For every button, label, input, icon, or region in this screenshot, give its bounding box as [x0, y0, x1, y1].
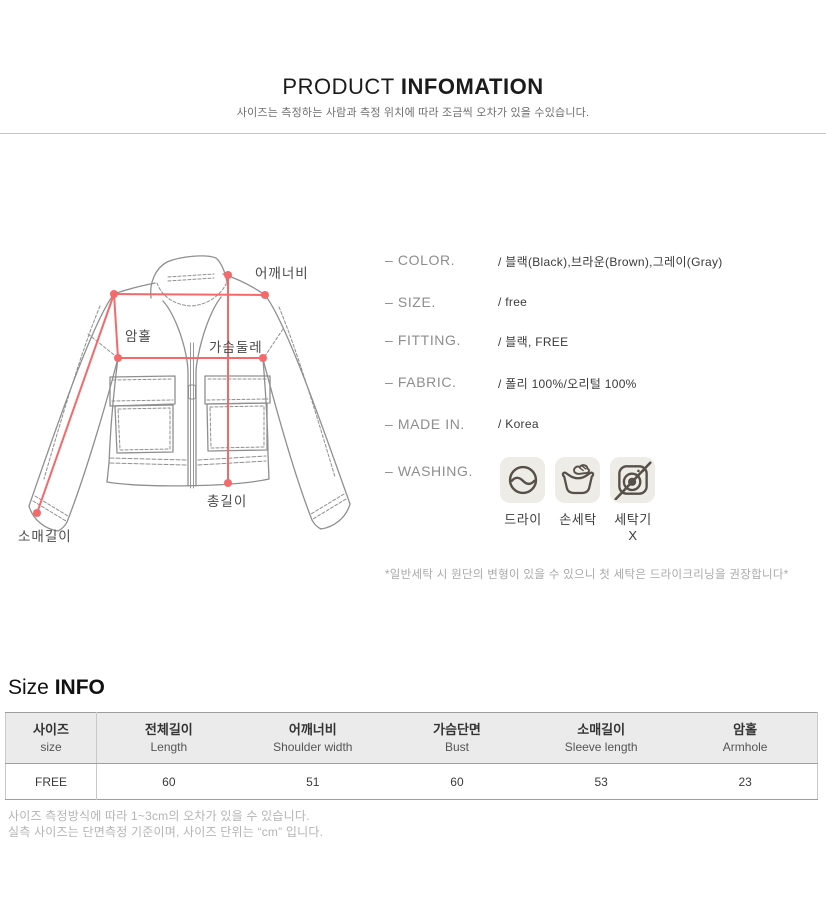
- hand-wash-icon: [555, 457, 600, 503]
- detail-value: / 폴리 100%/오리털 100%: [498, 377, 637, 391]
- label-shoulder-width: 어깨너비: [255, 266, 309, 281]
- detail-label: – FITTING.: [385, 332, 461, 348]
- size-footnotes: 사이즈 측정방식에 따라 1~3cm의 오차가 있을 수 있습니다. 실측 사이…: [8, 809, 323, 840]
- size-footnote-line1: 사이즈 측정방식에 따라 1~3cm의 오차가 있을 수 있습니다.: [8, 809, 310, 823]
- size-heading-bold: INFO: [54, 676, 105, 699]
- size-table-container: 사이즈 size 전체길이 Length 어깨너비 Shoulder width…: [5, 712, 818, 800]
- label-total-length: 총길이: [207, 494, 247, 509]
- detail-label: – COLOR.: [385, 252, 456, 268]
- page-subtitle: 사이즈는 측정하는 사람과 측정 위치에 따라 조금씩 오차가 있을 수있습니다…: [236, 107, 590, 119]
- washing-note: *일반세탁 시 원단의 변형이 있을 수 있으니 첫 세탁은 드라이크리닝을 권…: [385, 569, 789, 581]
- detail-row-size: – SIZE. / free: [385, 294, 826, 312]
- cell-length: 60: [95, 763, 241, 800]
- detail-row-made-in: – MADE IN. / Korea: [385, 416, 826, 434]
- detail-row-color: – COLOR. / 블랙(Black),브라운(Brown),그레이(Gray): [385, 252, 826, 270]
- header-divider: [0, 133, 826, 134]
- cell-sleeve-length: 53: [529, 763, 674, 800]
- detail-row-washing: – WASHING.: [385, 463, 826, 481]
- washing-icons: 드라이 손세탁: [500, 457, 656, 543]
- size-info-heading: Size INFO: [8, 676, 105, 700]
- detail-value: / 블랙, FREE: [498, 335, 569, 349]
- washing-icon-no-machine: 세탁기X: [610, 457, 656, 543]
- col-size: 사이즈 size: [5, 712, 97, 764]
- measurement-lines: [33, 271, 269, 517]
- detail-label: – SIZE.: [385, 294, 436, 310]
- size-table-data-row: FREE 60 51 60 53 23: [5, 763, 818, 800]
- cell-armhole: 23: [673, 763, 818, 800]
- cell-shoulder-width: 51: [240, 763, 385, 800]
- washing-icon-dry: 드라이: [500, 457, 546, 543]
- detail-value: / free: [498, 295, 528, 309]
- label-armhole: 암홀: [125, 329, 152, 344]
- detail-value: / Korea: [498, 417, 539, 431]
- cell-size: FREE: [5, 763, 97, 800]
- product-details: – COLOR. / 블랙(Black),브라운(Brown),그레이(Gray)…: [385, 245, 826, 645]
- washing-icon-caption: 드라이: [504, 512, 542, 527]
- detail-row-fitting: – FITTING. / 블랙, FREE: [385, 332, 826, 350]
- detail-value: / 블랙(Black),브라운(Brown),그레이(Gray): [498, 255, 723, 269]
- size-table: 사이즈 size 전체길이 Length 어깨너비 Shoulder width…: [5, 712, 818, 800]
- size-table-header-row: 사이즈 size 전체길이 Length 어깨너비 Shoulder width…: [5, 712, 818, 764]
- col-length: 전체길이 Length: [95, 712, 241, 764]
- col-armhole: 암홀 Armhole: [673, 712, 818, 764]
- jacket-line-art: 어깨너비 암홀 가슴둘레 총길이 소매길이: [18, 255, 351, 544]
- col-bust: 가슴단면 Bust: [384, 712, 530, 764]
- page-title-regular: PRODUCT: [282, 74, 395, 99]
- detail-label: – WASHING.: [385, 463, 473, 479]
- detail-label: – FABRIC.: [385, 374, 457, 390]
- detail-row-fabric: – FABRIC. / 폴리 100%/오리털 100%: [385, 374, 826, 392]
- col-shoulder-width: 어깨너비 Shoulder width: [240, 712, 385, 764]
- size-footnote-line2: 실측 사이즈는 단면측정 기준이며, 사이즈 단위는 “cm” 입니다.: [8, 824, 324, 839]
- label-bust: 가슴둘레: [209, 340, 263, 355]
- dry-clean-icon: [500, 457, 545, 503]
- label-sleeve-length: 소매길이: [18, 529, 72, 544]
- page-title: PRODUCT INFOMATION: [0, 74, 826, 100]
- cell-bust: 60: [384, 763, 530, 800]
- no-machine-wash-icon: [610, 457, 655, 503]
- page-title-bold: INFOMATION: [400, 74, 544, 99]
- size-heading-regular: Size: [8, 676, 49, 699]
- washing-icon-caption: 세탁기X: [614, 512, 652, 543]
- washing-icon-handwash: 손세탁: [555, 457, 601, 543]
- detail-label: – MADE IN.: [385, 416, 465, 432]
- washing-icon-caption: 손세탁: [559, 512, 597, 527]
- col-sleeve-length: 소매길이 Sleeve length: [529, 712, 674, 764]
- jacket-measurement-diagram: 어깨너비 암홀 가슴둘레 총길이 소매길이: [5, 245, 375, 555]
